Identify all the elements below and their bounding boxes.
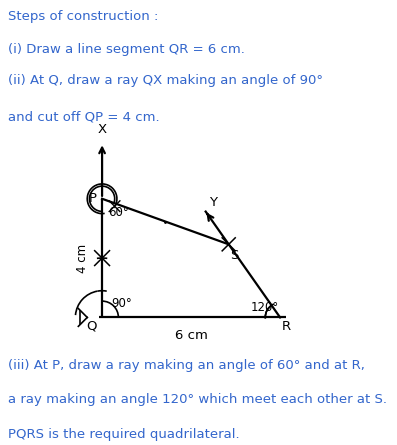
- Text: 120°: 120°: [251, 301, 279, 315]
- Text: a ray making an angle 120° which meet each other at S.: a ray making an angle 120° which meet ea…: [8, 392, 387, 406]
- Text: (i) Draw a line segment QR = 6 cm.: (i) Draw a line segment QR = 6 cm.: [8, 43, 245, 56]
- Text: 4 cm: 4 cm: [76, 243, 89, 273]
- Text: Y: Y: [209, 196, 217, 209]
- Text: R: R: [281, 320, 291, 333]
- Text: P: P: [89, 192, 97, 205]
- Text: Q: Q: [86, 320, 97, 333]
- Text: (iii) At P, draw a ray making an angle of 60° and at R,: (iii) At P, draw a ray making an angle o…: [8, 359, 365, 372]
- Text: 90°: 90°: [111, 297, 132, 310]
- Text: 60°: 60°: [109, 206, 129, 219]
- Text: Steps of construction :: Steps of construction :: [8, 10, 158, 24]
- Text: X: X: [98, 123, 107, 137]
- Text: (ii) At Q, draw a ray QX making an angle of 90°: (ii) At Q, draw a ray QX making an angle…: [8, 74, 323, 87]
- Text: PQRS is the required quadrilateral.: PQRS is the required quadrilateral.: [8, 428, 239, 441]
- Text: and cut off QP = 4 cm.: and cut off QP = 4 cm.: [8, 110, 160, 123]
- Text: S: S: [230, 249, 239, 262]
- Text: 6 cm: 6 cm: [175, 329, 208, 342]
